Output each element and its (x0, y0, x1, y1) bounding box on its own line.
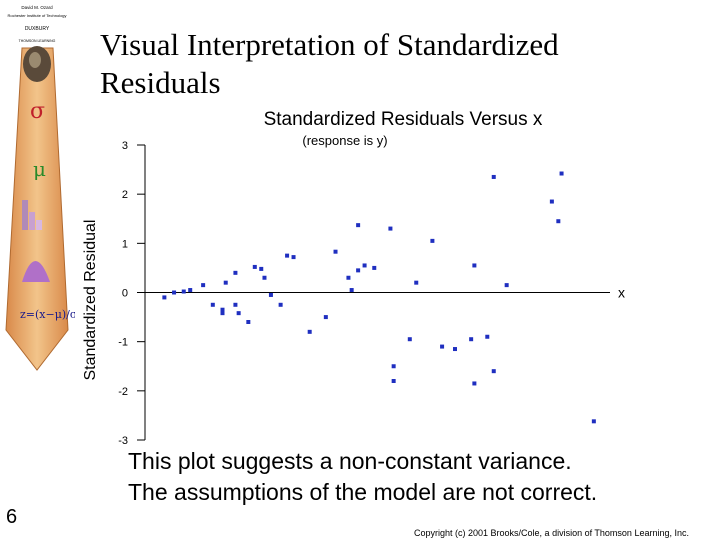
residual-scatter-chart: Standardized Residuals Versus x (respons… (82, 109, 625, 445)
scatter-point (469, 337, 474, 342)
slide-title-line2: Residuals (100, 65, 221, 100)
scatter-point (472, 381, 477, 386)
scatter-point (440, 344, 445, 349)
publisher-line1: David M. Ozard (21, 5, 53, 10)
scatter-point (220, 311, 225, 316)
tie-mini-histogram-bar2 (29, 212, 35, 230)
scatter-point (549, 199, 554, 204)
tie-body (5, 47, 69, 371)
tie-mini-curve (22, 261, 50, 282)
caption-line2: The assumptions of the model are not cor… (128, 479, 598, 505)
scatter-point (162, 295, 167, 300)
scatter-point (556, 219, 561, 224)
publisher-line4: THOMSON LEARNING (19, 39, 56, 43)
tie-mini-histogram-bar3 (36, 220, 42, 230)
scatter-point (388, 226, 393, 231)
scatter-point (391, 364, 396, 369)
scatter-point (356, 223, 361, 228)
scatter-point (307, 329, 312, 334)
tie-formula: z=(x−μ)/σ (20, 308, 75, 321)
y-tick-label: -3 (118, 435, 128, 445)
tie-mini-histogram (22, 200, 28, 230)
y-tick-label: 3 (122, 140, 128, 152)
copyright-notice: Copyright (c) 2001 Brooks/Cole, a divisi… (414, 528, 689, 538)
scatter-point (362, 263, 367, 268)
scatter-point (414, 280, 419, 285)
scatter-point (291, 255, 296, 260)
y-tick-label: -2 (118, 386, 128, 398)
scatter-point (472, 263, 477, 268)
chart-title: Standardized Residuals Versus x (264, 109, 543, 130)
page-number: 6 (6, 506, 18, 528)
y-tick-label: -1 (118, 337, 128, 349)
scatter-point (491, 174, 496, 179)
scatter-point (246, 320, 251, 324)
scatter-point (407, 337, 412, 342)
scatter-point (485, 334, 490, 339)
y-tick-label: 1 (122, 238, 128, 250)
tie-logo: σ μ z=(x−μ)/σ David M. Ozard Rochester I… (5, 5, 75, 371)
tie-mu-symbol: μ (33, 157, 46, 181)
y-tick-label: 0 (122, 288, 128, 300)
slide-title-line1: Visual Interpretation of Standardized (100, 27, 559, 62)
scatter-point (453, 347, 457, 352)
scatter-point (220, 307, 225, 312)
slide-caption: This plot suggests a non-constant varian… (128, 446, 708, 508)
publisher-line2: Rochester Institute of Technology (7, 13, 66, 18)
slide-title: Visual Interpretation of Standardized Re… (100, 26, 700, 102)
chart-points (162, 171, 596, 424)
caption-line1: This plot suggests a non-constant varian… (128, 448, 572, 474)
scatter-point (278, 302, 283, 307)
scatter-point (372, 265, 377, 270)
scatter-point (181, 289, 186, 294)
chart-y-ticks: 3 2 1 0 -1 -2 -3 (118, 140, 145, 445)
scatter-point (201, 283, 206, 288)
scatter-point (430, 238, 435, 243)
scatter-point (268, 292, 273, 297)
scatter-point (285, 253, 290, 258)
chart-xlabel: x (618, 285, 625, 301)
scatter-point (349, 288, 354, 293)
scatter-point (233, 302, 238, 307)
tie-sigma-symbol: σ (30, 99, 45, 124)
scatter-point (491, 369, 496, 374)
scatter-point (333, 249, 338, 254)
scatter-point (233, 270, 238, 275)
tie-knot-shine (29, 52, 41, 68)
scatter-point (323, 315, 328, 320)
y-tick-label: 2 (122, 189, 128, 201)
scatter-point (346, 275, 351, 280)
scatter-point (223, 280, 228, 285)
scatter-point (252, 264, 257, 269)
publisher-line3: DUXBURY (25, 26, 50, 32)
scatter-point (504, 283, 509, 288)
scatter-point (210, 302, 215, 307)
scatter-point (356, 268, 361, 273)
scatter-point (591, 419, 596, 424)
scatter-point (391, 379, 396, 383)
scatter-point (559, 171, 564, 176)
scatter-point (236, 311, 241, 316)
scatter-point (172, 290, 177, 295)
scatter-point (259, 266, 264, 271)
chart-subtitle: (response is y) (302, 133, 387, 148)
chart-ylabel: Standardized Residual (82, 220, 99, 381)
scatter-point (262, 275, 267, 280)
scatter-point (188, 288, 193, 293)
